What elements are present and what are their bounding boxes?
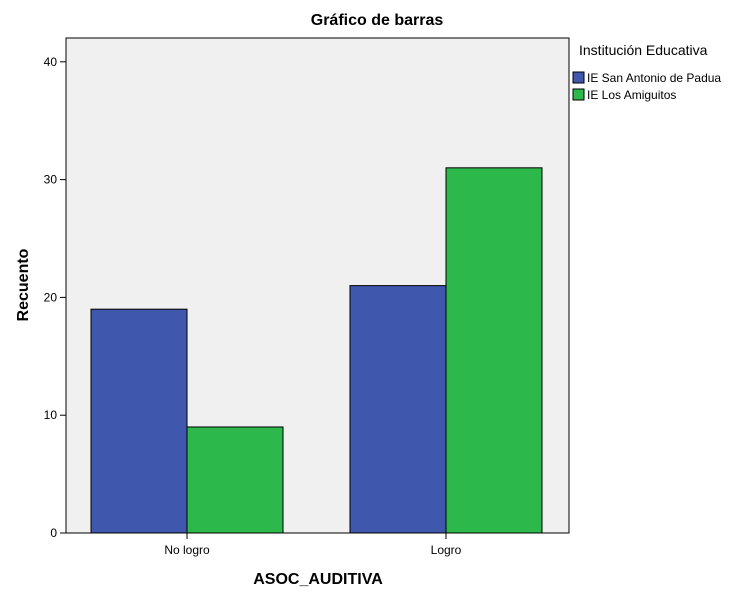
- legend-swatch: [572, 71, 585, 84]
- bar: [349, 285, 447, 534]
- x-tick-label: No logro: [164, 543, 210, 557]
- y-axis-label: Recuento: [15, 248, 32, 321]
- y-axis: 0 10 20 30 40: [44, 55, 66, 540]
- bar: [186, 426, 284, 534]
- bar: [445, 167, 543, 534]
- x-tick-label: Logro: [431, 543, 462, 557]
- legend-title: Institución Educativa: [579, 42, 708, 58]
- bar: [90, 308, 188, 534]
- y-tick-label: 20: [44, 290, 58, 304]
- x-axis-label: ASOC_AUDITIVA: [253, 571, 383, 588]
- legend-label: IE Los Amiguitos: [587, 88, 676, 102]
- x-axis: No logro Logro: [164, 533, 462, 557]
- y-tick-label: 0: [50, 526, 57, 540]
- chart-title: Gráfico de barras: [311, 12, 444, 29]
- y-tick-label: 10: [44, 408, 58, 422]
- y-tick-label: 30: [44, 173, 58, 187]
- bars: [90, 167, 543, 534]
- legend-swatch: [572, 88, 585, 101]
- legend-label: IE San Antonio de Padua: [587, 71, 721, 85]
- legend-items: IE San Antonio de Padua IE Los Amiguitos: [572, 71, 721, 102]
- y-tick-label: 40: [44, 55, 58, 69]
- legend: Institución Educativa IE San Antonio de …: [572, 42, 721, 102]
